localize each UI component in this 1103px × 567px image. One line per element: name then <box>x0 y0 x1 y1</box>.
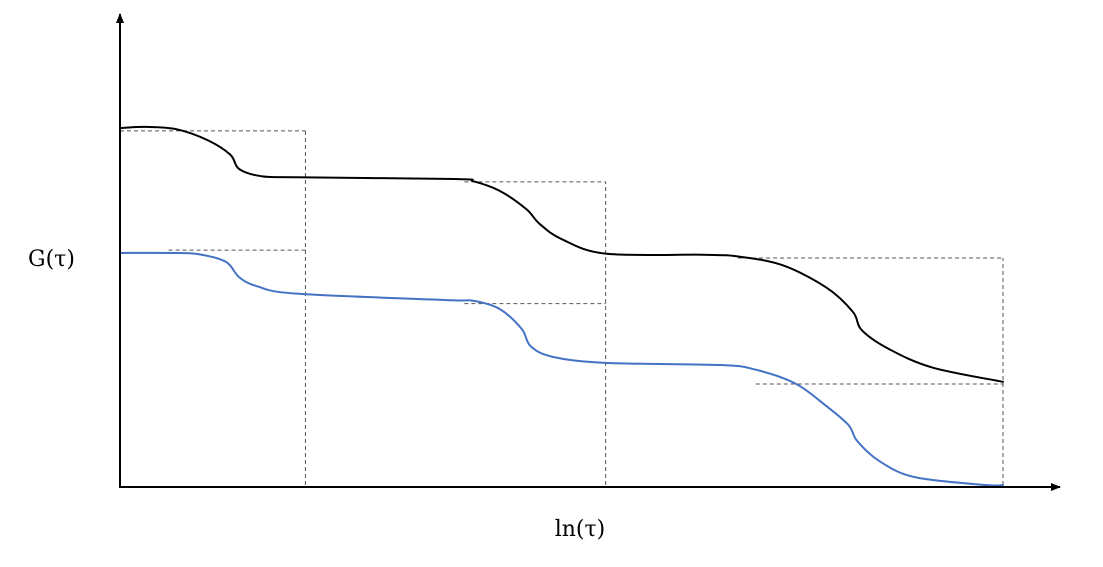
reference-lines <box>120 130 1004 485</box>
y-axis-label: G(τ) <box>28 247 75 272</box>
series-group <box>119 125 1004 487</box>
series-line-1 <box>119 251 1004 487</box>
series-line-0 <box>119 125 1004 383</box>
x-axis-label: ln(τ) <box>555 517 606 542</box>
